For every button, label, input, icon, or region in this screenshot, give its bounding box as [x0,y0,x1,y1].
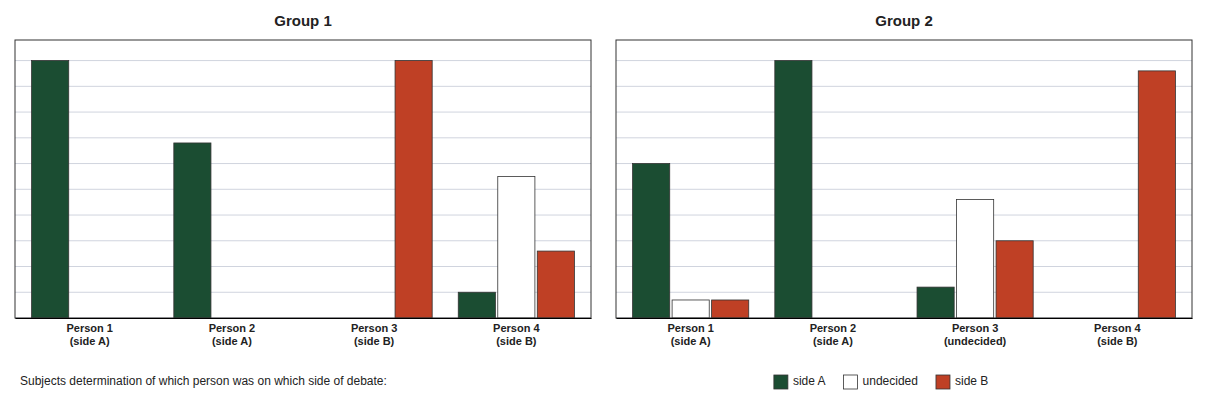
annotation: Subjects determination of which person w… [20,374,387,388]
bar [537,251,574,318]
grid-line [616,86,1192,87]
grid-line [616,266,1192,267]
chart-title: Group 1 [274,12,332,29]
bar [32,61,69,318]
legend-item: side A [774,374,826,389]
x-tick: Person 3(undecided) [944,322,1007,347]
grid-line [616,112,1192,113]
legend-swatch [936,375,950,389]
grid-line [616,240,1192,241]
chart-root: Group 1Person 1(side A)Person 2(side A)P… [0,0,1207,417]
x-tick: Person 1(side A) [66,322,112,347]
x-tick-label: Person 3(side B) [351,322,397,347]
grid-line [616,292,1192,293]
bar [996,241,1033,318]
x-axis-line [617,318,1193,319]
grid-line [15,137,591,138]
grid-line [616,137,1192,138]
grid-line [15,112,591,113]
grid-line [616,215,1192,216]
bar [395,61,432,318]
grid [15,61,591,318]
panel: Group 1Person 1(side A)Person 2(side A)P… [15,12,592,347]
x-axis: Person 1(side A) Person 2(side A) Person 3… [617,319,1193,348]
x-tick-label: Person 4(side B) [1094,322,1141,347]
x-tick-label: Person 4(side B) [493,322,540,347]
bar [458,292,495,318]
grid-line [616,163,1192,164]
legend: side A undecided side B [774,374,988,389]
x-tick-label: Person 1(side A) [66,322,112,347]
bar [917,287,954,318]
legend-label: undecided [863,374,918,388]
x-tick-label: Person 3(undecided) [944,322,1007,347]
bar [1138,71,1175,318]
grid-line [616,60,1192,61]
x-tick-label: Person 1(side A) [667,322,713,347]
bar [498,176,535,318]
bar [712,300,749,318]
bars [633,61,1176,318]
x-tick: Person 2(side A) [810,322,856,347]
bar [633,164,670,318]
grid-line [15,60,591,61]
grid [616,61,1192,318]
legend-label: side A [793,374,826,388]
x-tick: Person 4(side B) [1094,322,1141,347]
plot-frame [15,40,591,318]
bar [775,61,812,318]
legend-swatch [844,375,858,389]
bar [174,143,211,318]
legend-item: undecided [844,374,918,389]
grid-line [15,163,591,164]
legend-swatch [774,375,788,389]
x-tick-label: Person 2(side A) [810,322,856,347]
chart-title: Group 2 [875,12,933,29]
x-tick: Person 1(side A) [667,322,713,347]
x-tick: Person 3(side B) [351,322,397,347]
bar [957,200,994,318]
plot-frame [616,40,1192,318]
x-tick: Person 2(side A) [209,322,255,347]
legend-item: side B [936,374,988,389]
x-axis-line [16,318,592,319]
grid-line [15,86,591,87]
x-axis: Person 1(side A) Person 2(side A) Person 3… [16,319,592,348]
x-tick-label: Person 2(side A) [209,322,255,347]
x-tick: Person 4(side B) [493,322,540,347]
grid-line [616,189,1192,190]
bars [32,61,575,318]
panel: Group 2Person 1(side A)Person 2(side A)P… [616,12,1193,347]
bar [672,300,709,318]
legend-label: side B [955,374,988,388]
